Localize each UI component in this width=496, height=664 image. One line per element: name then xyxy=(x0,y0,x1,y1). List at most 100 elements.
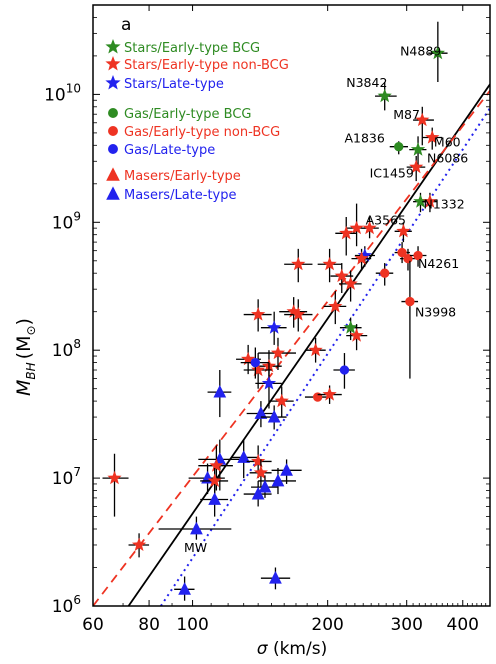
y-tick-exponent: 6 xyxy=(73,593,81,607)
y-tick-base: 10 xyxy=(44,85,66,105)
data-point-13 xyxy=(394,222,412,243)
star-marker xyxy=(409,159,424,174)
x-tick-label: 200 xyxy=(311,615,343,635)
data-point-7 xyxy=(406,155,426,182)
data-point-10 xyxy=(346,203,368,247)
star-marker xyxy=(322,387,337,401)
data-point-30 xyxy=(339,317,362,341)
circle-marker xyxy=(250,357,260,368)
star-marker xyxy=(357,248,372,262)
annotations: N4889 N3842 M87 A1836 M60 N6086 IC1459 N1332 A35… xyxy=(184,44,468,555)
star-marker xyxy=(328,298,343,313)
star-marker xyxy=(253,465,268,479)
data-point-9 xyxy=(422,192,438,213)
fit-line-dashed xyxy=(93,90,490,606)
x-axis-label: σ (km/s) xyxy=(257,639,327,659)
circle-legend-icon xyxy=(108,144,118,154)
star-marker xyxy=(251,453,266,468)
data-point-59 xyxy=(158,516,232,540)
star-marker xyxy=(131,537,147,551)
star-marker xyxy=(430,45,445,60)
triangle-marker xyxy=(213,384,227,398)
data-point-57 xyxy=(200,483,229,517)
star-marker xyxy=(354,251,369,265)
annotation-n3998: N3998 xyxy=(415,305,456,320)
data-point-12 xyxy=(335,217,357,256)
annotation-m87: M87 xyxy=(393,107,420,122)
fit-lines xyxy=(93,83,490,606)
panel-label: a xyxy=(121,15,131,35)
y-tick-exponent: 10 xyxy=(66,81,81,95)
data-point-20 xyxy=(401,260,419,379)
star-marker xyxy=(286,304,301,318)
data-point-33 xyxy=(258,337,296,371)
star-legend-icon xyxy=(105,75,121,90)
data-point-5 xyxy=(389,141,408,155)
circle-legend-icon xyxy=(108,126,118,136)
legend-label: Gas/Early-type BCG xyxy=(124,107,252,122)
data-point-3 xyxy=(413,106,434,146)
y-tick-label: 106 xyxy=(52,593,81,617)
plot-frame xyxy=(92,4,491,607)
data-point-58 xyxy=(102,453,129,517)
data-point-28 xyxy=(243,299,272,332)
circle-marker xyxy=(339,365,350,375)
y-axis-unit-open: (M xyxy=(13,336,35,360)
circle-marker xyxy=(394,142,404,152)
star-marker xyxy=(349,328,364,342)
y-axis-sun-symbol: ⊙ xyxy=(24,325,38,335)
data-point-37 xyxy=(240,347,269,379)
triangle-marker xyxy=(267,409,281,423)
annotation-m60: M60 xyxy=(434,134,461,149)
star-marker xyxy=(308,342,323,357)
star-legend-icon xyxy=(105,39,121,54)
star-marker xyxy=(251,307,266,321)
x-axis-symbol: σ xyxy=(257,639,269,659)
data-point-11 xyxy=(361,217,379,239)
x-tick-label: 60 xyxy=(82,615,104,635)
star-marker xyxy=(343,276,358,290)
data-point-39 xyxy=(333,353,355,389)
circle-legend-icon xyxy=(108,108,118,118)
y-tick-label: 1010 xyxy=(44,81,81,105)
star-marker xyxy=(410,142,426,156)
data-point-25 xyxy=(323,291,347,325)
star-marker xyxy=(334,268,349,283)
y-tick-base: 10 xyxy=(52,341,74,361)
y-tick-base: 10 xyxy=(52,597,74,617)
circle-marker xyxy=(397,247,407,258)
star-marker xyxy=(107,470,122,485)
star-marker xyxy=(251,362,266,377)
star-marker xyxy=(343,320,358,334)
y-tick-exponent: 7 xyxy=(73,465,81,479)
x-tick-label: 100 xyxy=(176,615,208,635)
data-point-18 xyxy=(409,246,427,267)
star-marker xyxy=(291,256,306,271)
data-point-45 xyxy=(260,405,287,430)
annotation-ic1459: IC1459 xyxy=(370,166,414,181)
star-marker xyxy=(413,194,428,208)
y-tick-exponent: 9 xyxy=(73,209,81,223)
y-tick-label: 107 xyxy=(52,465,81,489)
legend-label: Stars/Early-type BCG xyxy=(124,41,260,56)
legend-label: Stars/Early-type non-BCG xyxy=(124,58,289,73)
triangle-marker xyxy=(237,450,251,463)
triangle-legend-icon xyxy=(106,186,120,200)
y-tick-base: 10 xyxy=(52,469,74,489)
star-marker xyxy=(274,393,289,408)
legend-entry-6: Gas/Late-type xyxy=(108,143,215,158)
data-point-51 xyxy=(249,459,272,488)
annotation-n6086: N6086 xyxy=(427,151,468,166)
circle-marker xyxy=(405,296,415,307)
legend-entry-4: Gas/Early-type BCG xyxy=(108,107,252,122)
triangle-marker xyxy=(190,521,203,535)
triangle-marker xyxy=(269,570,282,584)
y-axis-label: MBH (M⊙) xyxy=(13,318,38,396)
star-marker xyxy=(261,375,277,390)
triangle-marker xyxy=(178,582,191,595)
data-point-2 xyxy=(375,82,397,111)
annotation-n3842: N3842 xyxy=(346,75,387,90)
triangle-marker xyxy=(280,463,293,476)
